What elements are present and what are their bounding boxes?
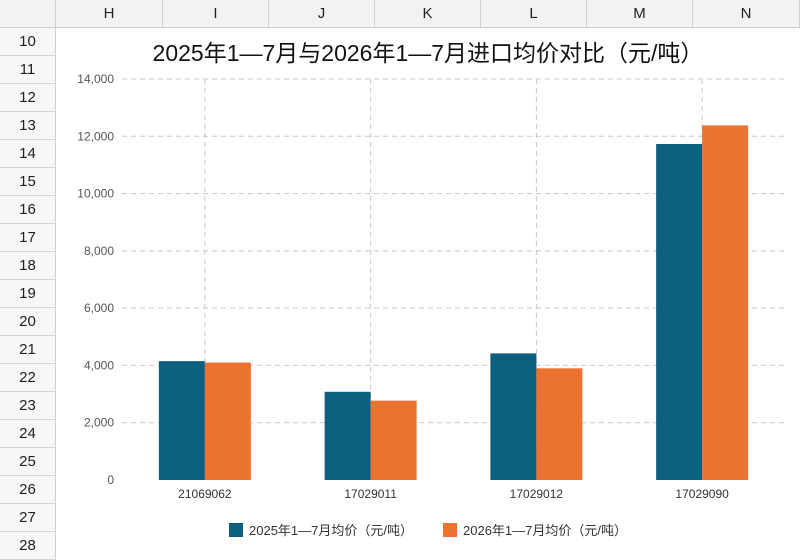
- row-header-26[interactable]: 26: [0, 476, 56, 504]
- legend-label-2025: 2025年1—7月均价（元/吨）: [249, 523, 413, 538]
- row-header-20[interactable]: 20: [0, 308, 56, 336]
- column-header-l[interactable]: L: [481, 0, 587, 28]
- column-header-i[interactable]: I: [163, 0, 269, 28]
- bar-17029012-series-1: [536, 368, 583, 480]
- legend-swatch-2026: [443, 522, 457, 537]
- bar-17029090-series-1: [702, 125, 749, 480]
- column-header-k[interactable]: K: [375, 0, 481, 28]
- row-header-23[interactable]: 23: [0, 392, 56, 420]
- row-header-10[interactable]: 10: [0, 28, 56, 56]
- select-all-corner[interactable]: [0, 0, 56, 28]
- column-header-n[interactable]: N: [693, 0, 800, 28]
- column-header-h[interactable]: H: [56, 0, 163, 28]
- row-header-16[interactable]: 16: [0, 196, 56, 224]
- row-header-17[interactable]: 17: [0, 224, 56, 252]
- legend-item-2026: 2026年1—7月均价（元/吨）: [443, 520, 627, 539]
- y-tick-label: 0: [107, 473, 114, 487]
- legend-label-2026: 2026年1—7月均价（元/吨）: [463, 523, 627, 538]
- y-tick-label: 6,000: [84, 301, 114, 315]
- bar-17029012-series-0: [490, 353, 537, 480]
- bar-21069062-series-0: [158, 361, 205, 480]
- row-header-15[interactable]: 15: [0, 168, 56, 196]
- row-header-12[interactable]: 12: [0, 84, 56, 112]
- row-header-19[interactable]: 19: [0, 280, 56, 308]
- x-tick-label: 21069062: [178, 487, 232, 501]
- column-header-j[interactable]: J: [269, 0, 375, 28]
- row-header-25[interactable]: 25: [0, 448, 56, 476]
- row-header-27[interactable]: 27: [0, 504, 56, 532]
- x-tick-label: 17029011: [344, 487, 397, 501]
- y-tick-label: 10,000: [77, 187, 114, 201]
- chart-legend: 2025年1—7月均价（元/吨） 2026年1—7月均价（元/吨）: [56, 520, 800, 539]
- bar-17029011-series-0: [324, 391, 371, 480]
- y-tick-label: 12,000: [77, 129, 114, 143]
- x-tick-label: 17029090: [675, 487, 729, 501]
- legend-item-2025: 2025年1—7月均价（元/吨）: [229, 520, 413, 539]
- row-header-18[interactable]: 18: [0, 252, 56, 280]
- bar-21069062-series-1: [204, 362, 251, 480]
- y-tick-label: 14,000: [77, 72, 114, 86]
- x-tick-label: 17029012: [510, 487, 564, 501]
- y-tick-label: 2,000: [84, 416, 114, 430]
- column-header-m[interactable]: M: [587, 0, 693, 28]
- row-header-14[interactable]: 14: [0, 140, 56, 168]
- bar-17029011-series-1: [370, 400, 417, 480]
- y-tick-label: 4,000: [84, 358, 114, 372]
- row-header-24[interactable]: 24: [0, 420, 56, 448]
- bar-17029090-series-0: [656, 144, 703, 480]
- legend-swatch-2025: [229, 522, 243, 537]
- row-header-21[interactable]: 21: [0, 336, 56, 364]
- row-header-22[interactable]: 22: [0, 364, 56, 392]
- row-header-13[interactable]: 13: [0, 112, 56, 140]
- y-tick-label: 8,000: [84, 244, 114, 258]
- chart-title: 2025年1—7月与2026年1—7月进口均价对比（元/吨）: [152, 40, 704, 66]
- row-header-11[interactable]: 11: [0, 56, 56, 84]
